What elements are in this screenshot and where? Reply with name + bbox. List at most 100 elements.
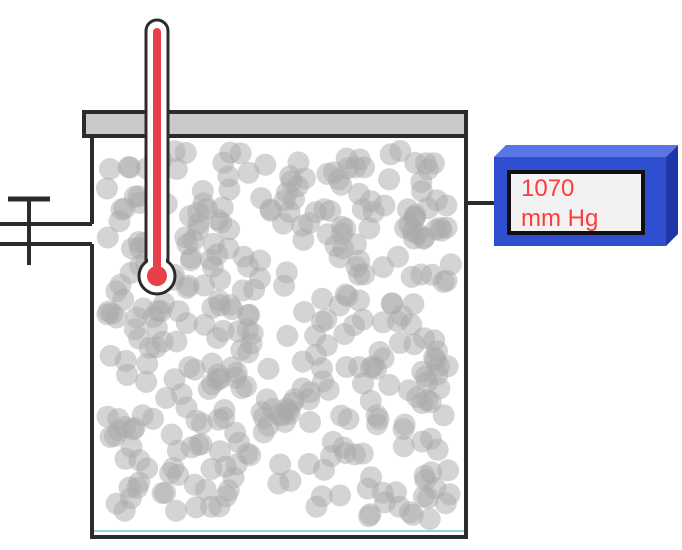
gas-particle: [413, 226, 436, 249]
gas-particle: [297, 453, 320, 475]
gas-particle: [276, 324, 299, 347]
gas-particle: [165, 157, 188, 180]
gas-particle: [105, 492, 128, 515]
gauge-value: 1070: [521, 175, 574, 202]
gas-particle: [365, 357, 388, 380]
gas-particle: [112, 288, 135, 311]
gas-particle: [328, 294, 351, 317]
gas-particle: [435, 269, 458, 292]
gas-particle: [183, 473, 206, 496]
gas-particle: [151, 482, 174, 505]
gas-particle: [241, 322, 264, 345]
gas-particle: [333, 322, 356, 345]
gas-particle: [331, 215, 354, 238]
gauge-side-face: [666, 145, 678, 246]
gas-particle: [381, 292, 404, 315]
gas-particle: [95, 177, 118, 200]
gas-particle: [254, 153, 277, 176]
gas-particle: [267, 472, 290, 495]
gas-particle: [96, 405, 119, 428]
gauge-screen: [507, 170, 645, 235]
gas-particle: [229, 142, 252, 165]
gas-particle: [160, 423, 183, 446]
gas-particle: [379, 143, 402, 166]
gas-particle: [358, 217, 381, 240]
gas-particle: [353, 156, 376, 179]
gas-particle: [414, 152, 437, 175]
gas-particle: [142, 407, 164, 430]
gas-particle: [167, 463, 190, 486]
thermometer-liquid: [153, 28, 161, 272]
gas-particle: [373, 194, 396, 217]
gas-particle: [250, 401, 273, 424]
gas-particle: [371, 311, 394, 334]
gauge-top-face: [494, 145, 678, 157]
gas-particle: [165, 499, 188, 522]
gas-particle: [249, 267, 271, 290]
gas-particle: [315, 308, 338, 331]
gas-particle: [99, 158, 121, 180]
gas-particle: [128, 471, 151, 494]
inlet-valve[interactable]: [0, 196, 94, 265]
gas-particle: [96, 226, 119, 249]
gas-particle: [410, 171, 433, 193]
gas-particles: [95, 140, 462, 530]
gas-particle: [207, 289, 230, 312]
gas-particle: [135, 370, 158, 393]
gas-particle: [174, 141, 197, 164]
gas-particle: [420, 461, 443, 484]
gas-particle: [192, 192, 215, 215]
gas-particle: [190, 412, 213, 435]
gas-particle: [136, 352, 159, 375]
gas-particle: [353, 263, 376, 286]
gas-particle: [250, 187, 273, 210]
gas-particle: [311, 287, 334, 310]
gas-particle: [179, 249, 202, 272]
gas-particle: [208, 440, 231, 463]
gas-particle: [392, 418, 415, 441]
gas-particle: [125, 306, 148, 329]
gas-particle: [389, 331, 411, 354]
gas-particle: [293, 301, 316, 323]
gas-particle: [291, 350, 314, 373]
gas-particle: [113, 197, 136, 220]
gas-particle: [427, 355, 450, 378]
gas-particle: [358, 505, 380, 528]
gas-particle: [418, 508, 441, 530]
gas-particle: [413, 327, 436, 350]
gas-particle: [120, 435, 143, 458]
gas-particle: [193, 313, 216, 336]
gas-particle: [287, 151, 310, 174]
gas-particle: [330, 404, 353, 427]
gas-particle: [230, 377, 253, 400]
gas-particle: [315, 334, 338, 357]
gas-particle: [305, 495, 328, 518]
gas-particle: [257, 357, 280, 380]
gas-particle: [151, 330, 174, 353]
gas-particle: [334, 442, 357, 465]
gas-particle: [175, 312, 198, 335]
gas-particle: [273, 274, 296, 297]
gas-particle: [170, 383, 193, 405]
gauge-unit: mm Hg: [521, 205, 598, 232]
gas-particle: [249, 249, 272, 272]
gas-particle: [378, 168, 401, 191]
gas-particle: [187, 212, 210, 235]
gas-particle: [217, 237, 240, 260]
gas-particle: [217, 165, 240, 188]
gas-particle: [430, 219, 453, 242]
gas-particle: [237, 161, 260, 184]
gas-particle: [378, 373, 401, 396]
gas-particle: [416, 371, 439, 394]
gas-particle: [329, 484, 351, 507]
gas-particle: [411, 392, 434, 414]
gas-particle: [319, 200, 342, 222]
gas-particle: [99, 344, 122, 367]
thermometer: [137, 18, 177, 296]
gas-particle: [387, 245, 409, 268]
gas-particle: [183, 358, 206, 381]
gas-particle: [425, 189, 448, 212]
gas-particle: [128, 327, 151, 350]
gas-particle: [237, 341, 260, 364]
gas-particle: [206, 208, 229, 231]
